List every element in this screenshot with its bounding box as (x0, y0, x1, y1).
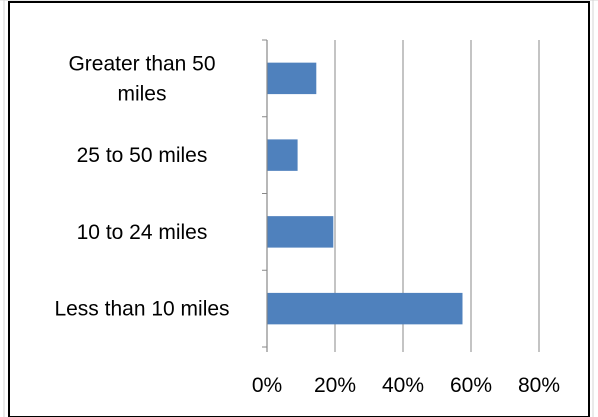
category-label: 25 to 50 miles (77, 144, 208, 167)
x-tick-label: 0% (252, 374, 282, 397)
bar (267, 139, 298, 171)
bar (267, 216, 334, 248)
category-labels: Greater than 50 miles 25 to 50 miles 10 to … (54, 52, 229, 320)
category-label: Greater than 50 miles (68, 52, 215, 105)
x-tick-label: 80% (518, 374, 560, 397)
x-tick-label: 60% (450, 374, 492, 397)
bar (267, 292, 463, 325)
value-axis-labels: 0% 20% 40% 60% 80% (252, 374, 560, 397)
category-axis (262, 39, 268, 352)
bars (267, 62, 463, 325)
x-tick-label: 20% (314, 374, 356, 397)
x-tick-label: 40% (382, 374, 424, 397)
category-label: Less than 10 miles (54, 298, 229, 321)
bar (267, 62, 317, 95)
category-label: 10 to 24 miles (77, 221, 208, 244)
